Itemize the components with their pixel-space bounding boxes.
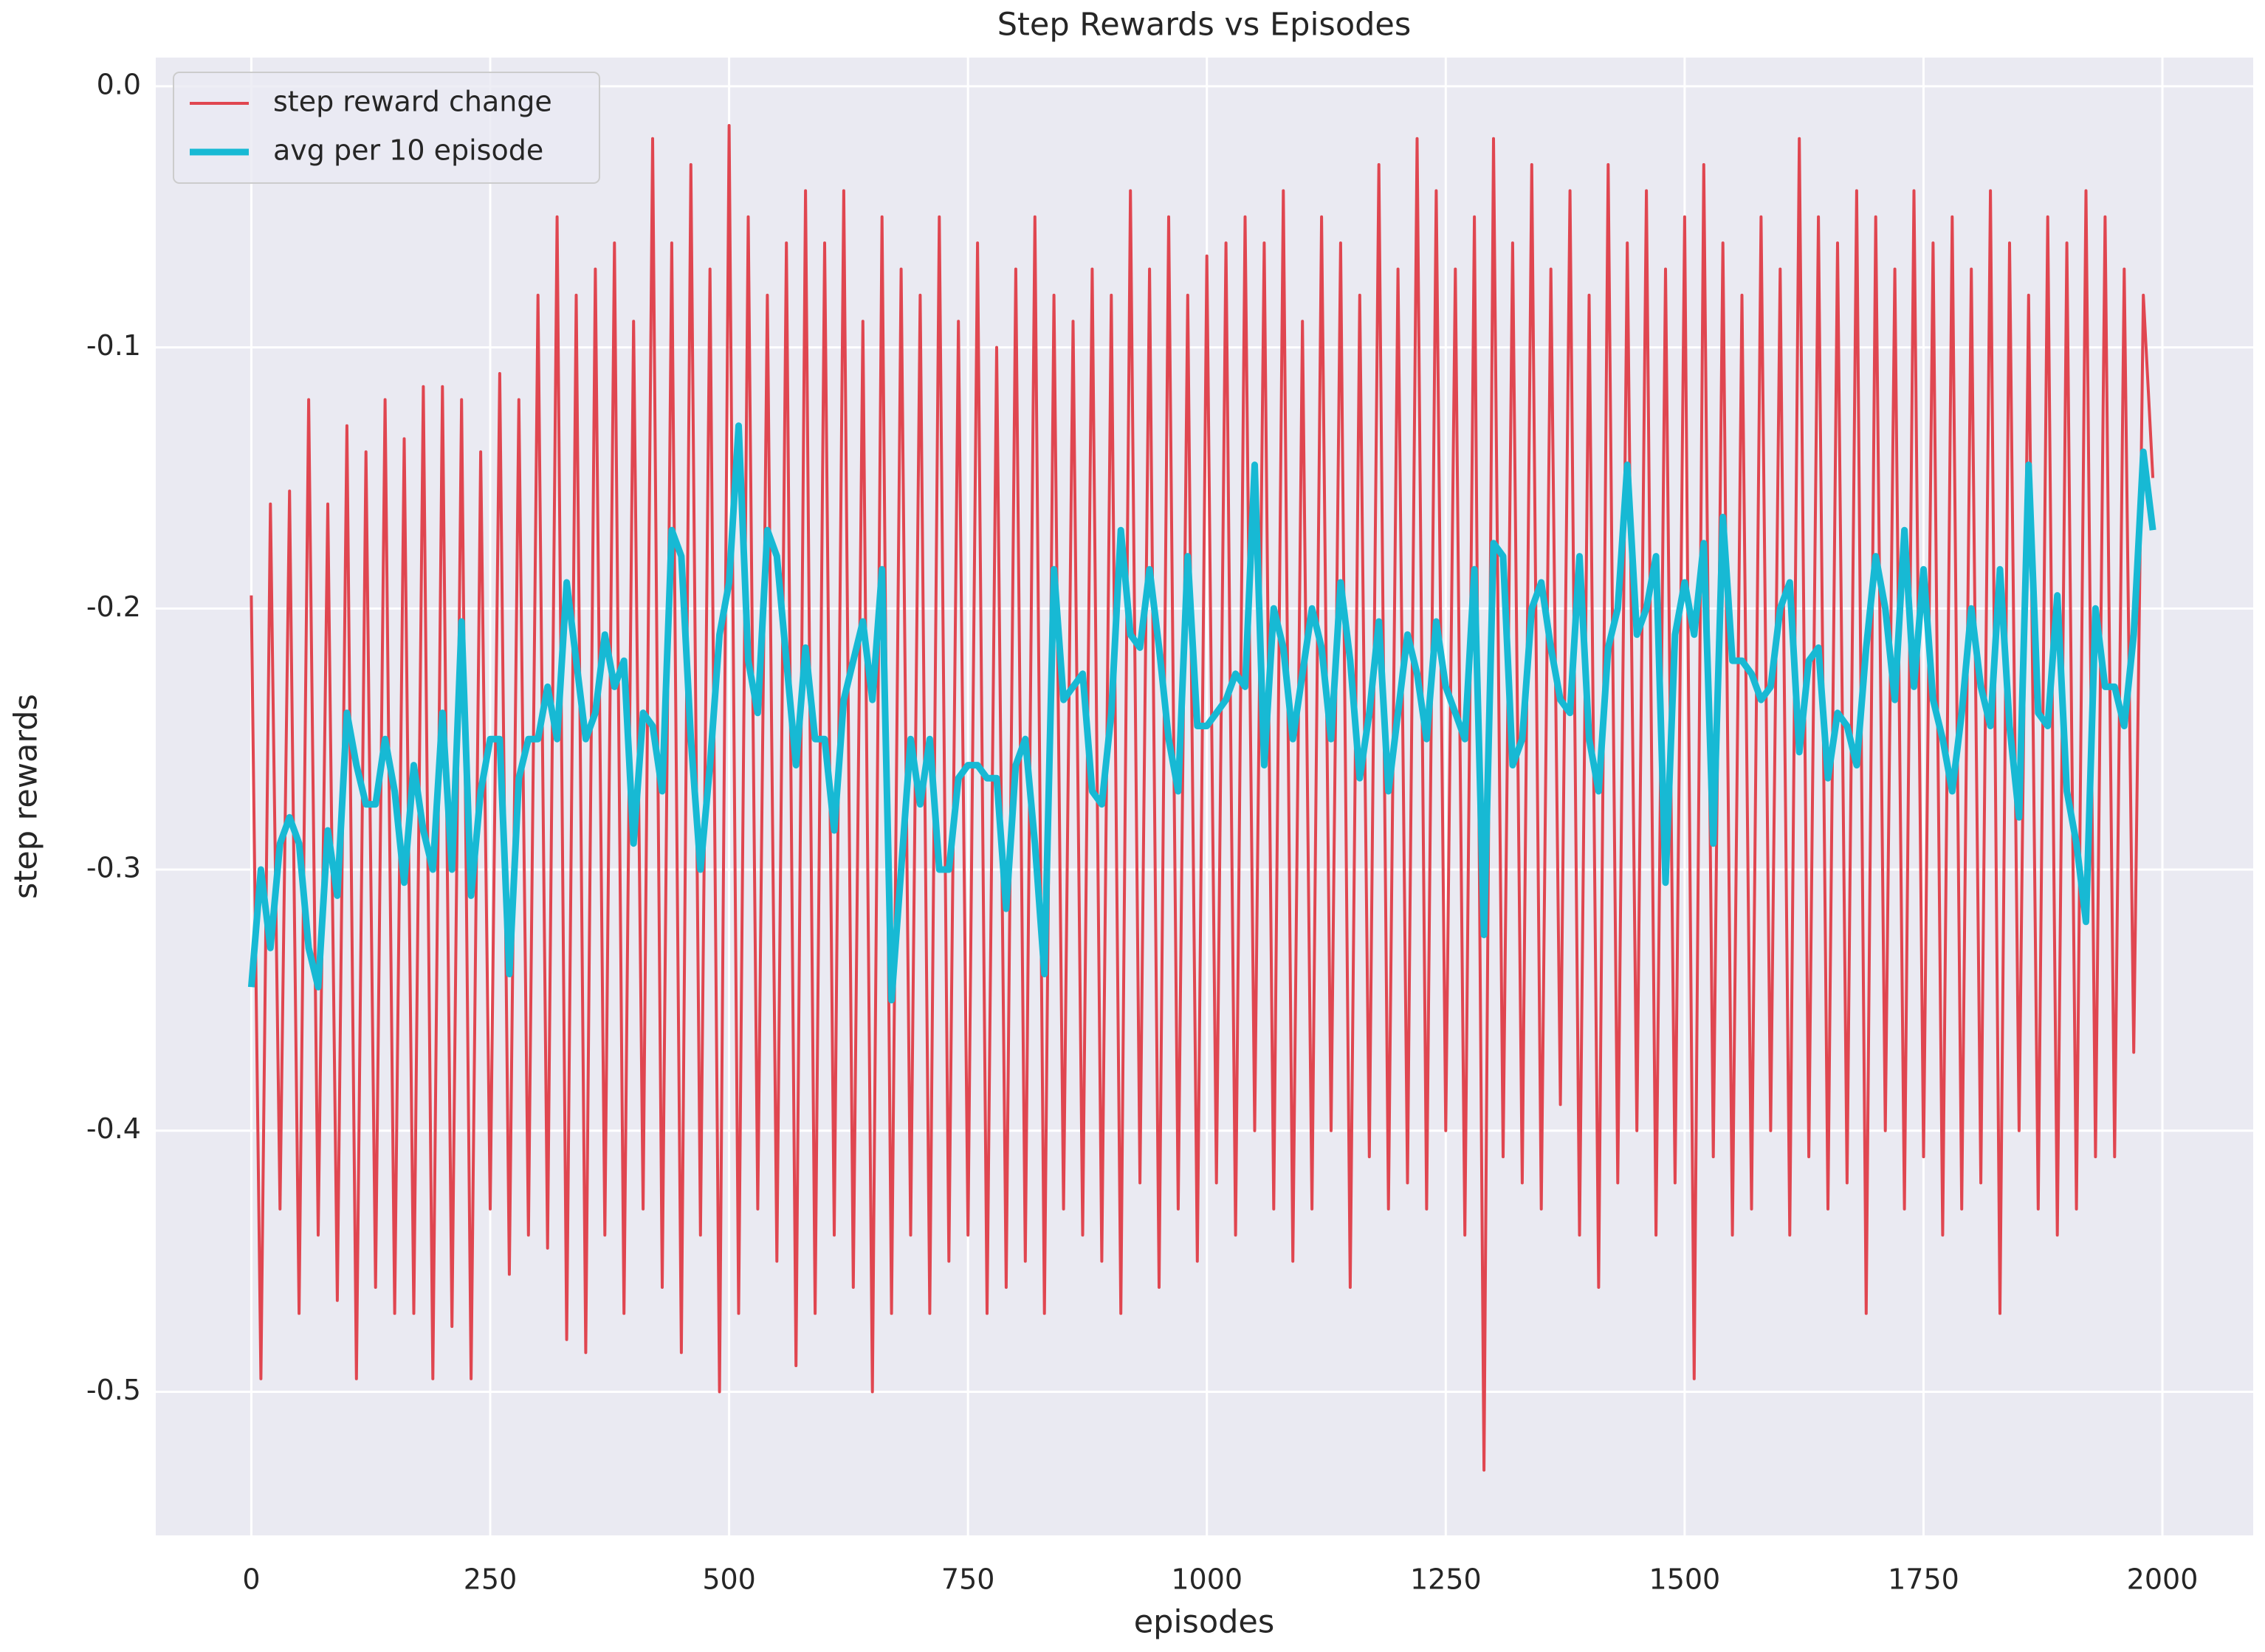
y-tick-label: -0.5: [86, 1374, 141, 1406]
x-tick-label: 500: [702, 1563, 756, 1596]
y-tick-label: -0.1: [86, 329, 141, 362]
legend-label: avg per 10 episode: [273, 134, 543, 167]
x-tick-label: 750: [941, 1563, 995, 1596]
y-tick-label: -0.2: [86, 591, 141, 623]
x-tick-label: 250: [464, 1563, 518, 1596]
chart-title: Step Rewards vs Episodes: [997, 7, 1412, 44]
legend-box: [173, 72, 600, 184]
x-tick-label: 1500: [1649, 1563, 1721, 1596]
y-tick-label: -0.3: [86, 852, 141, 884]
x-tick-label: 1750: [1888, 1563, 1959, 1596]
y-axis-label: step rewards: [8, 694, 45, 899]
series-line: [250, 124, 2155, 1472]
x-tick-label: 0: [242, 1563, 260, 1596]
x-tick-label: 1250: [1410, 1563, 1482, 1596]
series-line: [247, 422, 2156, 1004]
lines: [247, 124, 2156, 1472]
x-tick-label: 1000: [1171, 1563, 1243, 1596]
y-tick-label: -0.4: [86, 1112, 141, 1145]
legend-label: step reward change: [273, 86, 552, 118]
x-tick-label: 2000: [2127, 1563, 2199, 1596]
x-axis-label: episodes: [1134, 1604, 1275, 1641]
y-tick-label: 0.0: [97, 68, 141, 100]
